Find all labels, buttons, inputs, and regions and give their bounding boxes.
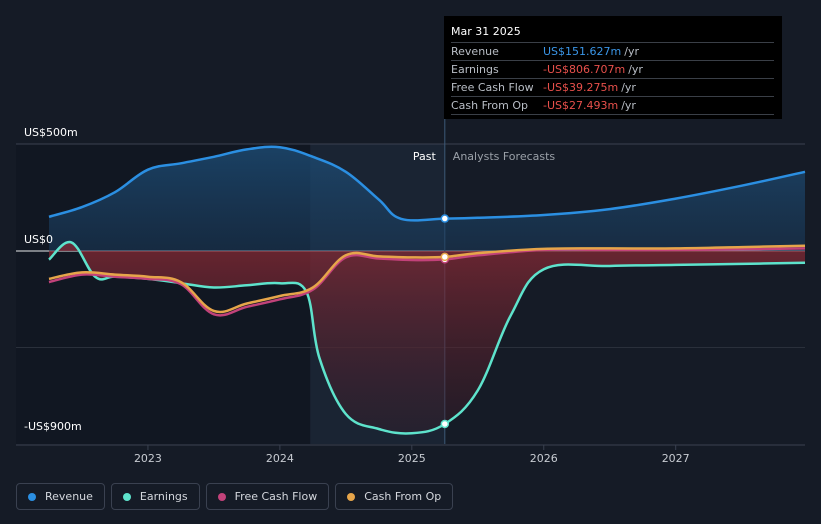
y-tick-label: -US$900m [24,420,82,433]
legend-item-free-cash-flow[interactable]: Free Cash Flow [205,483,330,510]
legend-item-earnings[interactable]: Earnings [110,483,200,510]
legend-label: Revenue [45,490,93,503]
tooltip-label: Free Cash Flow [451,81,534,94]
x-tick-label: 2026 [530,452,558,465]
legend-dot-icon [28,492,36,501]
tooltip-unit: /yr [624,45,639,58]
legend-dot-icon [122,492,131,501]
legend-dot-icon [347,492,356,501]
tooltip-value: -US$27.493m [543,99,619,112]
cash-from-op-line [48,244,806,314]
legend-label: Earnings [139,490,188,503]
tooltip-value: US$151.627m [543,45,622,58]
x-tick-label: 2027 [662,452,690,465]
x-tick-label: 2023 [134,452,162,465]
tooltip-value: -US$39.275m [543,81,619,94]
revenue-line [48,145,806,222]
revenue-area [48,146,806,251]
tooltip-label: Cash From Op [451,99,529,112]
free-cash-flow-line [48,247,806,317]
legend-label: Free Cash Flow [234,490,318,503]
y-tick-label: US$500m [24,126,78,139]
past-label: Past [413,150,437,163]
legend-label: Cash From Op [364,490,442,503]
tooltip-date: Mar 31 2025 [451,22,774,43]
tooltip-row-revenue: Revenue US$151.627m /yr [451,43,774,61]
tooltip-value: -US$806.707m [543,63,626,76]
tooltip-row-fcf: Free Cash Flow -US$39.275m /yr [451,79,774,97]
legend-dot-icon [217,492,226,501]
area-fills [48,146,806,434]
labels: US$500m US$0 -US$900m 2023 2024 2025 2026 2027 P… [24,126,690,465]
tooltip-unit: /yr [621,81,636,94]
x-tick-label: 2024 [266,452,294,465]
series-lines [48,145,806,435]
tooltip-unit: /yr [621,99,636,112]
tooltip: Mar 31 2025 Revenue US$151.627m /yr Earn… [444,16,782,119]
x-tick-label: 2025 [398,452,426,465]
earnings-marker [440,419,450,429]
tooltip-label: Earnings [451,63,499,76]
forecast-label: Analysts Forecasts [453,150,556,163]
markers [440,214,450,429]
tooltip-row-cfo: Cash From Op -US$27.493m /yr [451,97,774,115]
legend-item-revenue[interactable]: Revenue [16,483,105,510]
tooltip-row-earnings: Earnings -US$806.707m /yr [451,61,774,79]
cash-from-op-marker [440,252,450,262]
tooltip-unit: /yr [628,63,643,76]
legend: Revenue Earnings Free Cash Flow Cash Fro… [16,483,454,510]
earnings-area [48,242,806,434]
legend-item-cash-from-op[interactable]: Cash From Op [335,483,454,510]
revenue-marker [440,214,450,223]
tooltip-label: Revenue [451,45,499,58]
y-tick-label: US$0 [24,233,53,246]
